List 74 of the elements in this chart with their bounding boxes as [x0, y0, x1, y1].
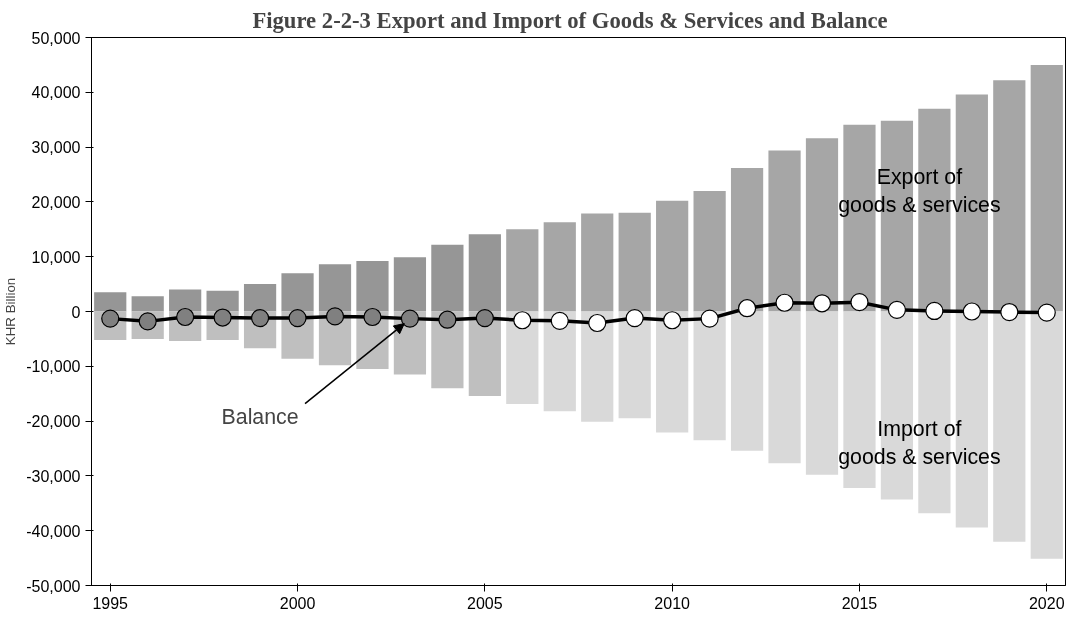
bar: [581, 311, 614, 422]
point: [400, 309, 420, 328]
bar: [768, 150, 801, 312]
y-tick-label: 40,000: [31, 84, 81, 102]
point: [812, 294, 832, 313]
point: [438, 310, 457, 329]
y-tick-label: 10,000: [31, 248, 81, 266]
bar: [206, 290, 239, 312]
point: [288, 308, 307, 328]
x-tick-label: 2010: [654, 594, 691, 612]
point: [737, 299, 757, 318]
point: [513, 311, 532, 330]
point: [850, 293, 869, 312]
bar: [805, 138, 839, 312]
y-tick-label: -30,000: [26, 467, 81, 485]
y-tick-label: -20,000: [26, 413, 81, 431]
bar: [730, 311, 764, 451]
bar: [618, 311, 651, 419]
point: [625, 308, 644, 328]
bar: [656, 311, 689, 433]
bar: [1030, 64, 1063, 312]
point: [475, 308, 494, 328]
y-tick-label: 50,000: [31, 29, 81, 47]
bar: [581, 213, 614, 312]
point: [962, 302, 981, 321]
bar: [94, 292, 127, 312]
y-tick-label: 0: [71, 303, 81, 321]
point: [588, 313, 607, 333]
y-tick-label: -10,000: [26, 358, 81, 376]
annotation: Import of goods & services: [838, 417, 1001, 469]
point: [550, 311, 569, 330]
bar: [468, 234, 501, 312]
x-tick-label: 2005: [467, 594, 503, 612]
bar: [356, 261, 389, 312]
point: [1000, 302, 1019, 322]
bar: [543, 311, 576, 412]
x-tick-label: 2015: [841, 594, 878, 612]
point: [775, 293, 794, 312]
point: [325, 307, 345, 326]
bar: [805, 311, 839, 475]
point: [663, 311, 682, 330]
x-tick-label: 2020: [1028, 594, 1065, 612]
bar: [656, 200, 689, 312]
bar: [281, 273, 314, 312]
point: [1037, 303, 1056, 322]
bar: [693, 311, 726, 441]
point: [250, 308, 270, 328]
point: [887, 300, 907, 319]
bar: [318, 264, 352, 312]
bar: [768, 311, 801, 464]
bar: [243, 284, 277, 312]
bar: [169, 289, 202, 312]
bar: [543, 222, 576, 312]
bar: [506, 229, 539, 312]
point: [925, 301, 944, 321]
bar: [131, 296, 164, 312]
bar: [618, 212, 651, 312]
y-axis-title: KHR Billion: [3, 277, 19, 346]
bar: [431, 244, 464, 312]
annotation: Balance: [221, 405, 299, 430]
chart-title: Figure 2-2-3 Export and Import of Goods & Services and Balance: [252, 7, 888, 33]
x-tick-label: 1995: [92, 594, 129, 612]
y-tick-label: 30,000: [31, 139, 81, 157]
bar: [693, 190, 726, 312]
y-tick-label: -40,000: [26, 522, 81, 540]
x-tick-label: 2000: [279, 594, 316, 612]
point: [700, 309, 719, 328]
y-tick-label: 20,000: [31, 193, 81, 211]
bar: [393, 257, 427, 312]
point: [363, 307, 382, 327]
annotation: Export of goods & services: [838, 165, 1001, 217]
bar: [730, 167, 764, 312]
bar: [1030, 311, 1063, 559]
y-tick-label: -50,000: [26, 577, 81, 595]
